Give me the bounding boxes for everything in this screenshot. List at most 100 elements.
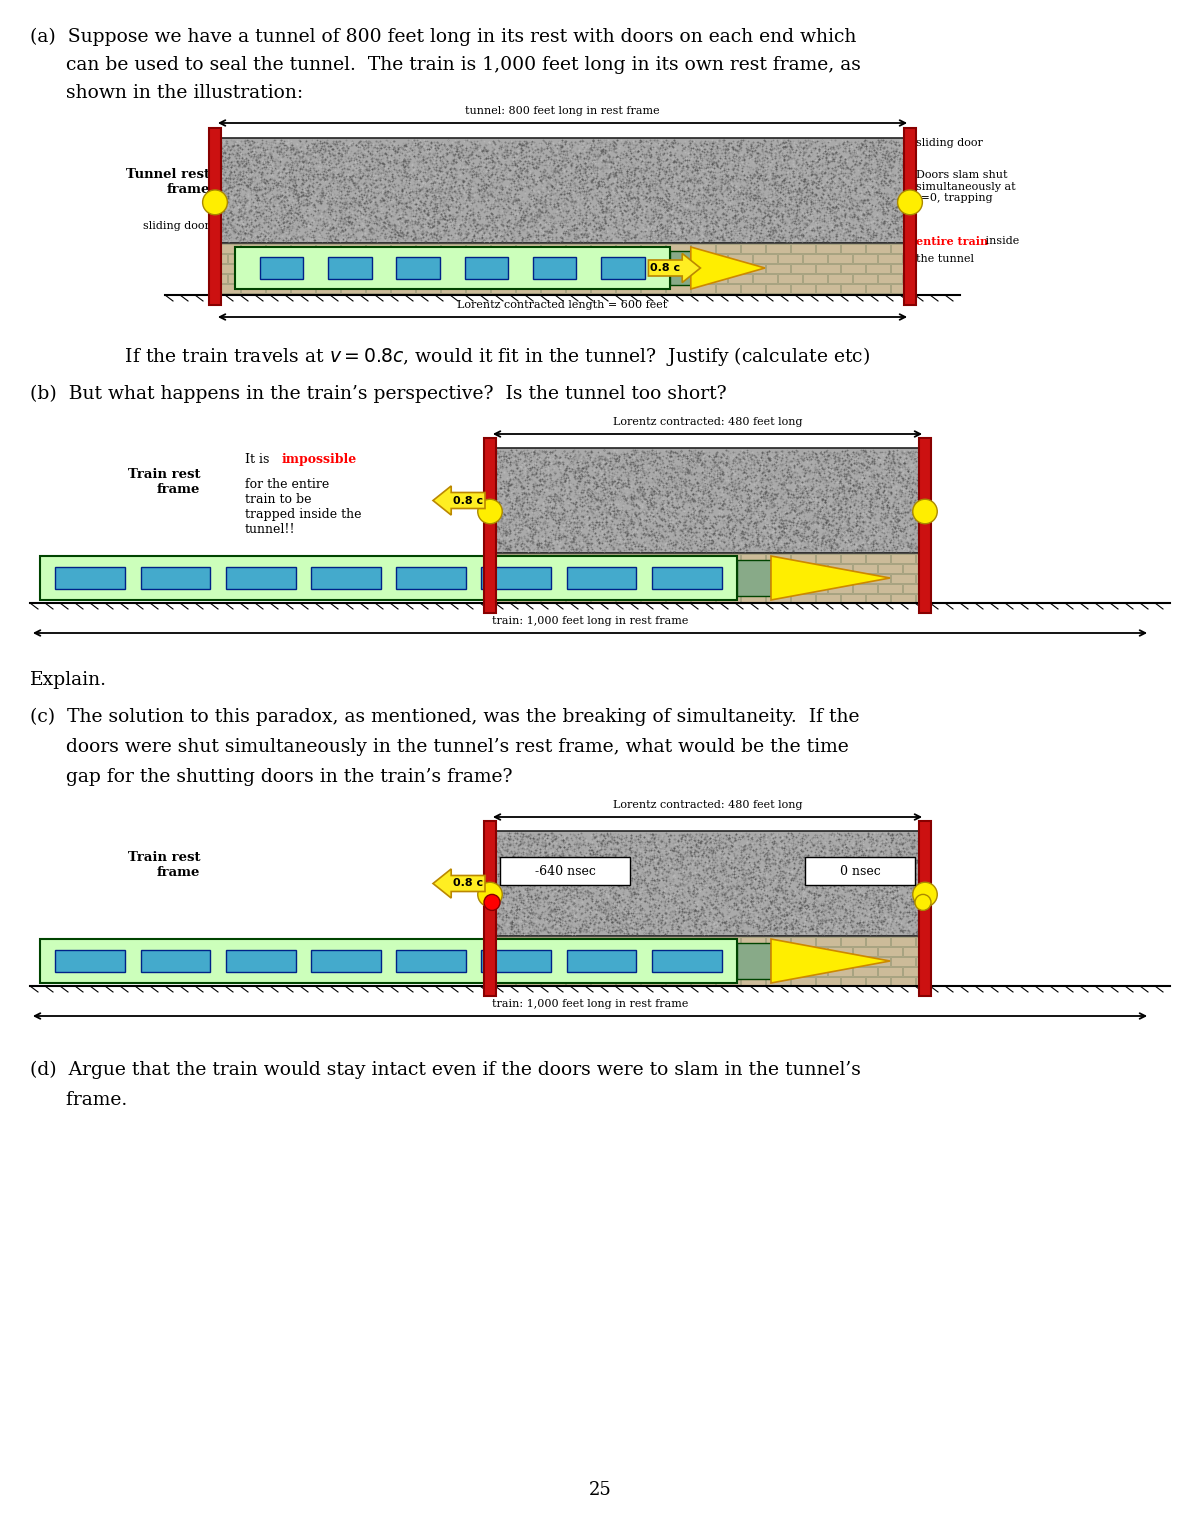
Text: the tunnel: the tunnel	[916, 255, 974, 264]
Bar	[670, 252, 691, 285]
Text: 0.8 c: 0.8 c	[452, 878, 482, 888]
Bar	[754, 564, 778, 573]
Bar	[353, 253, 377, 262]
Bar	[478, 253, 502, 262]
Bar	[890, 553, 914, 562]
Bar	[766, 573, 790, 582]
Bar	[816, 553, 840, 562]
Bar	[528, 273, 552, 282]
Bar	[754, 946, 778, 955]
Bar	[816, 937, 840, 946]
Bar	[490, 449, 925, 553]
Bar	[590, 937, 614, 946]
Bar	[653, 564, 677, 573]
Bar	[703, 584, 727, 593]
Bar	[565, 593, 589, 602]
Bar	[904, 584, 924, 593]
Text: (c)  The solution to this paradox, as mentioned, was the breaking of simultaneit: (c) The solution to this paradox, as men…	[30, 708, 859, 726]
Bar	[853, 946, 877, 955]
Bar	[728, 564, 752, 573]
Bar	[890, 957, 914, 966]
Text: gap for the shutting doors in the train’s frame?: gap for the shutting doors in the train’…	[30, 769, 512, 785]
Bar	[737, 943, 772, 979]
Bar	[553, 946, 577, 955]
Bar	[740, 283, 764, 293]
Bar	[628, 564, 652, 573]
Text: If the train travels at $v = 0.8c$, would it fit in the tunnel?  Justify (calcul: If the train travels at $v = 0.8c$, woul…	[95, 346, 870, 368]
Bar	[865, 976, 889, 985]
Bar	[791, 957, 815, 966]
Polygon shape	[772, 938, 890, 982]
Text: Train rest
frame: Train rest frame	[127, 468, 200, 496]
Text: doors were shut simultaneously in the tunnel’s rest frame, what would be the tim: doors were shut simultaneously in the tu…	[30, 738, 848, 756]
Bar	[215, 138, 910, 243]
Bar	[641, 593, 665, 602]
Bar	[491, 584, 502, 593]
Bar	[678, 253, 702, 262]
Bar	[353, 273, 377, 282]
Bar	[690, 593, 714, 602]
Bar	[302, 273, 326, 282]
Bar	[540, 553, 564, 562]
Text: 0.8 c: 0.8 c	[650, 262, 680, 273]
Bar	[209, 127, 221, 305]
Bar	[491, 573, 515, 582]
Bar	[805, 857, 916, 885]
Bar	[491, 283, 515, 293]
Bar	[865, 957, 889, 966]
Text: shown in the illustration:: shown in the illustration:	[30, 83, 304, 102]
Bar	[415, 264, 439, 273]
Bar	[490, 935, 925, 985]
Polygon shape	[648, 253, 701, 282]
Bar	[565, 937, 589, 946]
Bar	[778, 564, 802, 573]
Bar	[390, 283, 414, 293]
Bar	[590, 244, 614, 253]
Bar	[466, 244, 490, 253]
Bar	[766, 283, 790, 293]
Bar	[816, 283, 840, 293]
Bar	[904, 273, 910, 282]
Bar	[565, 553, 589, 562]
Bar	[678, 967, 702, 975]
Text: 0.8 c: 0.8 c	[452, 496, 482, 505]
Bar	[226, 567, 295, 590]
Bar	[641, 244, 665, 253]
Bar	[540, 976, 564, 985]
Bar	[754, 967, 778, 975]
Bar	[415, 244, 439, 253]
Bar	[816, 573, 840, 582]
Bar	[516, 283, 540, 293]
Bar	[628, 584, 652, 593]
Bar	[853, 967, 877, 975]
Bar	[690, 553, 714, 562]
Bar	[428, 253, 452, 262]
Bar	[840, 244, 864, 253]
Bar	[628, 253, 652, 262]
Bar	[396, 949, 466, 972]
Bar	[678, 564, 702, 573]
Text: Explain.: Explain.	[30, 672, 107, 688]
Bar	[828, 564, 852, 573]
Bar	[604, 253, 628, 262]
Bar	[491, 264, 515, 273]
Bar	[778, 584, 802, 593]
Bar	[590, 976, 614, 985]
Bar	[540, 957, 564, 966]
Bar	[366, 283, 390, 293]
Bar	[216, 253, 227, 262]
Bar	[840, 553, 864, 562]
Polygon shape	[772, 556, 890, 600]
Bar	[616, 573, 640, 582]
Bar	[904, 967, 924, 975]
Bar	[540, 283, 564, 293]
Bar	[919, 822, 931, 996]
Bar	[904, 564, 924, 573]
Bar	[628, 273, 652, 282]
Bar	[553, 564, 577, 573]
Bar	[616, 593, 640, 602]
Bar	[766, 264, 790, 273]
Bar	[840, 283, 864, 293]
Bar	[40, 938, 737, 982]
Bar	[616, 937, 640, 946]
